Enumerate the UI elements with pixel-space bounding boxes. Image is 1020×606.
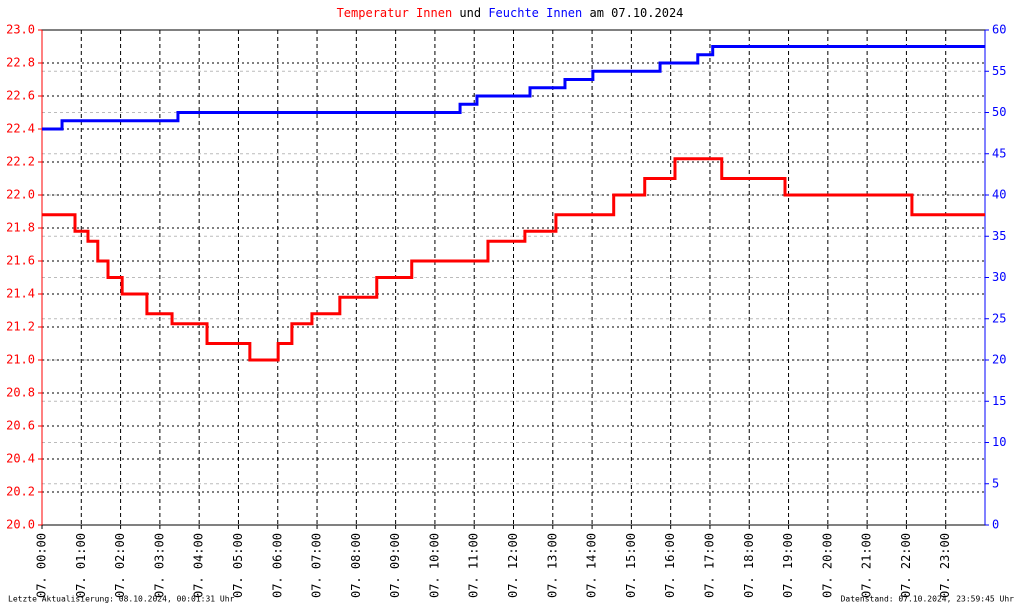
x-tick-label: 07. 19:00 xyxy=(781,533,795,598)
x-tick-label: 07. 01:00 xyxy=(74,533,88,598)
y2-tick-label: 35 xyxy=(992,229,1006,243)
x-tick-label: 07. 18:00 xyxy=(742,533,756,598)
x-tick-label: 07. 05:00 xyxy=(231,533,245,598)
x-tick-label: 07. 22:00 xyxy=(899,533,913,598)
x-tick-label: 07. 09:00 xyxy=(388,533,402,598)
x-tick-label: 07. 00:00 xyxy=(35,533,49,598)
y-tick-label: 23.0 xyxy=(6,23,35,37)
series-line xyxy=(42,45,985,131)
y-tick-label: 21.0 xyxy=(6,353,35,367)
y2-tick-label: 50 xyxy=(992,105,1006,119)
x-tick-label: 07. 08:00 xyxy=(349,533,363,598)
x-tick-label: 07. 20:00 xyxy=(820,533,834,598)
series-line xyxy=(42,157,985,362)
chart-title: Temperatur Innen und Feuchte Innen am 07… xyxy=(337,6,684,20)
y2-tick-label: 20 xyxy=(992,353,1006,367)
x-tick-label: 07. 06:00 xyxy=(270,533,284,598)
y2-tick-label: 60 xyxy=(992,23,1006,37)
y-tick-label: 20.6 xyxy=(6,419,35,433)
x-tick-label: 07. 10:00 xyxy=(427,533,441,598)
x-tick-label: 07. 21:00 xyxy=(860,533,874,598)
y-tick-label: 22.4 xyxy=(6,122,35,136)
y-tick-label: 21.2 xyxy=(6,320,35,334)
y2-tick-label: 25 xyxy=(992,311,1006,325)
y-tick-label: 21.6 xyxy=(6,254,35,268)
x-tick-label: 07. 14:00 xyxy=(585,533,599,598)
x-tick-label: 07. 11:00 xyxy=(467,533,481,598)
x-tick-label: 07. 15:00 xyxy=(624,533,638,598)
y-tick-label: 20.8 xyxy=(6,386,35,400)
x-tick-label: 07. 02:00 xyxy=(113,533,127,598)
x-tick-label: 07. 03:00 xyxy=(152,533,166,598)
y2-tick-label: 10 xyxy=(992,435,1006,449)
y-tick-label: 20.2 xyxy=(6,485,35,499)
y-tick-label: 21.8 xyxy=(6,221,35,235)
y2-tick-label: 0 xyxy=(992,518,999,532)
y2-tick-label: 30 xyxy=(992,270,1006,284)
y-tick-label: 21.4 xyxy=(6,287,35,301)
x-tick-label: 07. 17:00 xyxy=(702,533,716,598)
title-part: Feuchte Innen xyxy=(488,6,582,20)
footer-left: Letzte Aktualisierung: 08.10.2024, 00:01… xyxy=(8,595,235,604)
title-part: am 07.10.2024 xyxy=(589,6,683,20)
y2-tick-label: 45 xyxy=(992,146,1006,160)
y-tick-label: 20.0 xyxy=(6,518,35,532)
title-part: Temperatur Innen xyxy=(337,6,453,20)
footer-right: Datenstand: 07.10.2024, 23:59:45 Uhr xyxy=(841,595,1015,604)
x-tick-label: 07. 16:00 xyxy=(663,533,677,598)
y-tick-label: 22.2 xyxy=(6,155,35,169)
x-tick-label: 07. 07:00 xyxy=(310,533,324,598)
x-tick-label: 07. 04:00 xyxy=(192,533,206,598)
y-tick-label: 22.6 xyxy=(6,89,35,103)
y2-tick-label: 15 xyxy=(992,394,1006,408)
title-part: und xyxy=(459,6,481,20)
x-tick-label: 07. 12:00 xyxy=(506,533,520,598)
y-tick-label: 22.0 xyxy=(6,188,35,202)
y-tick-label: 22.8 xyxy=(6,56,35,70)
y2-tick-label: 5 xyxy=(992,476,999,490)
x-tick-label: 07. 13:00 xyxy=(545,533,559,598)
x-tick-label: 07. 23:00 xyxy=(938,533,952,598)
y2-tick-label: 55 xyxy=(992,64,1006,78)
y-tick-label: 20.4 xyxy=(6,452,35,466)
y2-tick-label: 40 xyxy=(992,188,1006,202)
